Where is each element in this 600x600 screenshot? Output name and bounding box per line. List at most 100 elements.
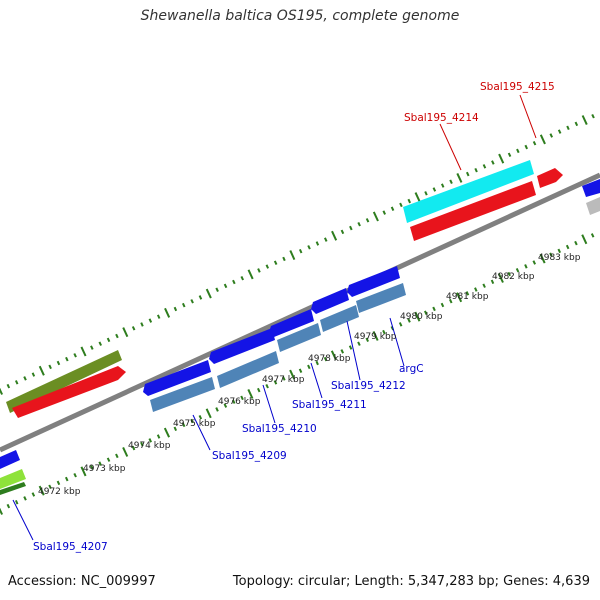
minor-tick [407, 318, 411, 323]
minor-tick [282, 256, 286, 262]
minor-tick [524, 264, 528, 269]
minor-tick [90, 345, 94, 350]
gene-steel-reverse-4210[interactable] [217, 351, 279, 388]
gene-label-4210[interactable]: Sbal195_4210 [242, 423, 317, 435]
minor-tick [398, 322, 403, 327]
major-tick [122, 446, 129, 457]
gene-label-4215[interactable]: Sbal195_4215 [480, 81, 555, 93]
major-tick [414, 311, 421, 322]
minor-tick [516, 148, 520, 154]
gene-steel-reverse-argc[interactable] [356, 283, 406, 313]
minor-tick [6, 383, 11, 389]
minor-tick [173, 426, 178, 432]
major-tick [581, 234, 588, 245]
gene-red-forward-4215[interactable] [537, 168, 563, 188]
minor-tick [424, 191, 428, 196]
minor-tick [590, 233, 595, 238]
minor-tick [148, 318, 153, 323]
minor-tick [490, 279, 495, 285]
gene-steel-reverse-4211[interactable] [277, 323, 321, 352]
major-tick [163, 427, 171, 438]
accession-text: Accession: NC_009997 [8, 574, 156, 589]
gene-steel-reverse-4209[interactable] [150, 377, 215, 412]
major-tick [205, 408, 212, 419]
minor-tick [557, 129, 562, 134]
gene-red-forward-4214[interactable] [410, 181, 536, 241]
leader-argc [389, 317, 405, 367]
minor-tick [273, 260, 278, 266]
major-tick [38, 485, 45, 496]
gene-label-argc[interactable]: argC [399, 363, 424, 375]
gene-label-4214[interactable]: Sbal195_4214 [404, 112, 479, 124]
gene-steel-reverse-4212[interactable] [320, 305, 359, 332]
gene-red-forward-left[interactable] [12, 366, 126, 418]
minor-tick [257, 268, 261, 273]
minor-tick [90, 465, 94, 470]
leader-4215 [519, 94, 537, 139]
minor-tick [474, 167, 478, 173]
minor-tick [73, 353, 77, 358]
major-tick [372, 211, 379, 222]
minor-tick [432, 306, 436, 312]
gene-blue-reverse-3[interactable] [269, 309, 314, 337]
minor-tick [407, 198, 412, 204]
gene-green-reverse-left[interactable] [0, 469, 26, 489]
minor-tick [549, 252, 553, 257]
minor-tick [474, 287, 478, 292]
gene-label-4207[interactable]: Sbal195_4207 [33, 541, 108, 553]
gene-blue-reverse-5[interactable] [347, 266, 400, 297]
minor-tick [515, 267, 520, 273]
tick-label-4977: 4977 kbp [262, 375, 305, 385]
gene-blue-reverse-4[interactable] [311, 288, 349, 314]
minor-tick [566, 125, 570, 131]
gene-gray-forward-right[interactable] [586, 197, 600, 215]
major-tick [0, 387, 4, 395]
gene-label-4212[interactable]: Sbal195_4212 [331, 380, 406, 392]
gene-blue-reverse-2[interactable] [209, 328, 275, 364]
tick-label-4981: 4981 kbp [446, 292, 489, 302]
tick-label-4978: 4978 kbp [308, 354, 351, 364]
tick-label-4974: 4974 kbp [128, 441, 171, 451]
minor-tick [440, 183, 445, 188]
minor-tick [349, 225, 353, 231]
minor-tick [549, 133, 554, 138]
minor-tick [423, 310, 428, 316]
minor-tick [64, 476, 69, 482]
minor-tick [390, 206, 395, 212]
major-tick [247, 388, 254, 399]
minor-tick [56, 360, 61, 366]
gene-blue-reverse-1[interactable] [143, 360, 211, 396]
minor-tick [190, 418, 194, 424]
minor-tick [432, 187, 437, 192]
minor-tick [48, 484, 52, 490]
leader-4211 [310, 362, 323, 399]
inner-tick-track [0, 233, 595, 515]
tick-label-4982: 4982 kbp [492, 272, 535, 282]
gene-cyan-forward[interactable] [403, 160, 534, 223]
minor-tick [491, 160, 495, 165]
tick-label-4980: 4980 kbp [400, 312, 443, 322]
gene-label-4211[interactable]: Sbal195_4211 [292, 399, 367, 411]
gene-blue-reverse-left[interactable] [0, 450, 20, 469]
gene-olive-forward[interactable] [6, 350, 122, 413]
tick-label-4973: 4973 kbp [83, 464, 126, 474]
major-tick [456, 172, 463, 183]
minor-tick [365, 218, 370, 223]
tick-label-4975: 4975 kbp [173, 419, 216, 429]
minor-tick [215, 407, 219, 412]
gene-blue-forward-right[interactable] [582, 179, 600, 197]
major-tick [80, 346, 87, 357]
minor-tick [181, 302, 186, 308]
minor-tick [482, 164, 487, 169]
minor-tick [256, 387, 261, 393]
gene-label-4209[interactable]: Sbal195_4209 [212, 450, 287, 462]
minor-tick [156, 314, 161, 319]
major-tick [330, 350, 337, 361]
minor-tick [357, 341, 361, 346]
minor-tick [557, 248, 562, 254]
minor-tick [449, 179, 453, 185]
leader-4210 [262, 384, 276, 424]
minor-tick [73, 472, 77, 478]
gene-darkgreen-reverse-left[interactable] [0, 482, 26, 495]
